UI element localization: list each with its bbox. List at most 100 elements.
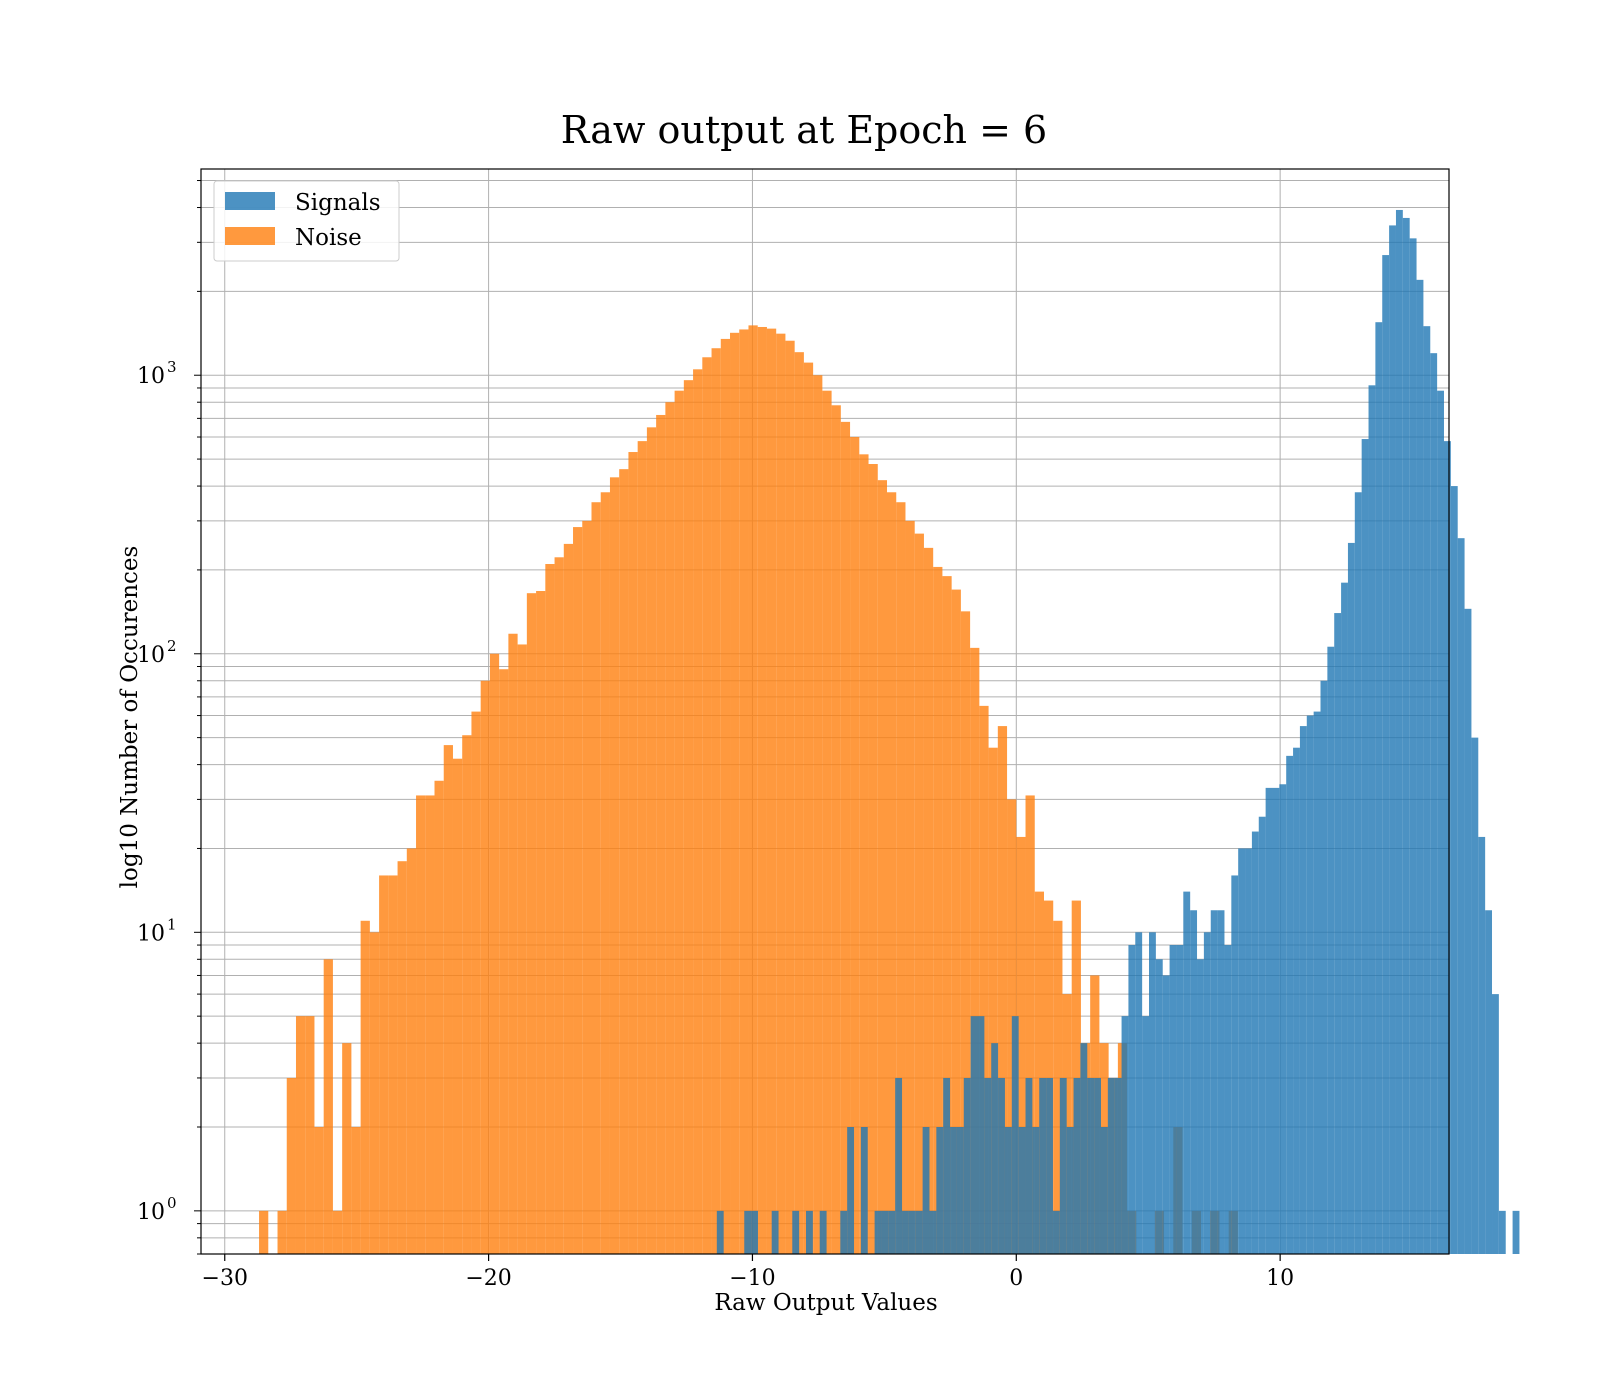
signals-bar bbox=[1011, 1016, 1019, 1254]
noise-bar bbox=[840, 421, 851, 1255]
signals-bar bbox=[1142, 1016, 1150, 1254]
signals-bar bbox=[1169, 945, 1177, 1254]
signals-bar bbox=[1450, 486, 1458, 1254]
noise-bar bbox=[1043, 900, 1054, 1254]
signals-bar bbox=[1245, 848, 1252, 1254]
noise-bar bbox=[360, 920, 370, 1254]
noise-bar bbox=[1034, 891, 1044, 1254]
noise-bar bbox=[351, 1127, 361, 1254]
signals-bar bbox=[1375, 322, 1383, 1254]
signals-bar bbox=[1004, 1127, 1012, 1254]
noise-bar bbox=[739, 329, 749, 1254]
signals-bar bbox=[1087, 1077, 1095, 1254]
signals-bar bbox=[1320, 680, 1328, 1254]
chart-title: Raw output at Epoch = 6 bbox=[561, 108, 1047, 152]
signals-bar bbox=[1361, 439, 1369, 1254]
signals-bar bbox=[1032, 1127, 1040, 1254]
noise-bar bbox=[406, 848, 417, 1254]
noise-bar bbox=[1062, 994, 1072, 1254]
noise-bar bbox=[970, 647, 980, 1254]
signals-bar bbox=[1224, 945, 1232, 1254]
noise-bar bbox=[526, 593, 537, 1254]
signals-bar bbox=[977, 1016, 985, 1254]
series-signals bbox=[716, 209, 1520, 1255]
signals-bar bbox=[950, 1127, 957, 1254]
y-tick-label: 10 bbox=[137, 1200, 165, 1225]
noise-bar bbox=[554, 557, 564, 1254]
signals-bar bbox=[840, 1210, 848, 1254]
signals-bar bbox=[1128, 945, 1136, 1254]
y-axis-label: log10 Number of Occurences bbox=[117, 546, 143, 889]
noise-bar bbox=[785, 340, 795, 1254]
signals-bar bbox=[1354, 492, 1362, 1254]
legend-swatch-noise bbox=[225, 227, 275, 245]
signals-bar bbox=[1423, 326, 1431, 1254]
signals-bar bbox=[1135, 932, 1143, 1254]
signals-bar bbox=[1402, 217, 1410, 1255]
noise-bar bbox=[508, 633, 518, 1254]
signals-bar bbox=[1457, 538, 1465, 1254]
signals-bar bbox=[908, 1210, 916, 1254]
noise-bar bbox=[720, 338, 731, 1254]
signals-bar bbox=[888, 1210, 896, 1254]
signals-bar bbox=[1025, 1077, 1033, 1254]
noise-bar bbox=[1007, 799, 1017, 1254]
noise-bar bbox=[499, 669, 509, 1254]
noise-bar bbox=[951, 589, 961, 1254]
signals-bar bbox=[1039, 1077, 1047, 1254]
signals-bar bbox=[1334, 613, 1342, 1254]
y-tick-exponent: 3 bbox=[167, 358, 177, 376]
signals-bar bbox=[1251, 831, 1259, 1254]
noise-bar bbox=[702, 357, 712, 1254]
noise-bar bbox=[887, 492, 897, 1254]
noise-bar bbox=[286, 1077, 296, 1254]
signals-bar bbox=[744, 1210, 752, 1254]
signals-bar bbox=[1183, 891, 1191, 1254]
noise-bar bbox=[600, 492, 610, 1254]
noise-bar bbox=[757, 326, 767, 1254]
noise-bar bbox=[1053, 920, 1063, 1254]
noise-bar bbox=[730, 332, 740, 1254]
noise-bar bbox=[748, 325, 758, 1255]
signals-bar bbox=[874, 1210, 882, 1254]
noise-bar bbox=[314, 1127, 324, 1254]
x-tick-label: −20 bbox=[465, 1266, 511, 1291]
legend-label-noise: Noise bbox=[295, 225, 362, 251]
signals-bar bbox=[1066, 1127, 1074, 1254]
noise-bar bbox=[471, 711, 481, 1254]
signals-bar bbox=[1485, 910, 1493, 1254]
noise-bar bbox=[369, 932, 380, 1254]
signals-bar bbox=[1162, 975, 1170, 1254]
signals-bar bbox=[929, 1210, 937, 1254]
signals-bar bbox=[936, 1127, 944, 1254]
noise-bar bbox=[988, 747, 998, 1254]
signals-bar bbox=[1121, 1016, 1129, 1254]
signals-bar bbox=[1299, 726, 1307, 1254]
signals-bar bbox=[1389, 225, 1396, 1254]
signals-bar bbox=[1100, 1127, 1108, 1254]
noise-bar bbox=[443, 745, 453, 1254]
signals-bar bbox=[915, 1210, 923, 1254]
signals-bar bbox=[1286, 755, 1294, 1254]
noise-bar bbox=[822, 390, 832, 1254]
signals-bar bbox=[1046, 1077, 1053, 1254]
noise-bar bbox=[305, 1016, 315, 1254]
noise-bar bbox=[776, 333, 786, 1255]
noise-bar bbox=[619, 469, 629, 1254]
signals-bar bbox=[716, 1210, 724, 1254]
signals-bar bbox=[1327, 646, 1335, 1254]
noise-bar bbox=[536, 591, 546, 1254]
y-tick-label: 10 bbox=[137, 364, 165, 389]
noise-bar bbox=[462, 735, 472, 1254]
signals-bar bbox=[902, 1210, 909, 1254]
noise-bar bbox=[868, 464, 878, 1254]
signals-bar bbox=[860, 1127, 868, 1254]
noise-bar bbox=[997, 726, 1008, 1254]
y-tick-exponent: 1 bbox=[167, 915, 177, 933]
noise-bar bbox=[1016, 836, 1026, 1254]
noise-bar bbox=[1025, 795, 1035, 1254]
signals-bar bbox=[956, 1127, 964, 1254]
noise-bar bbox=[323, 959, 333, 1254]
noise-bar bbox=[674, 390, 684, 1254]
